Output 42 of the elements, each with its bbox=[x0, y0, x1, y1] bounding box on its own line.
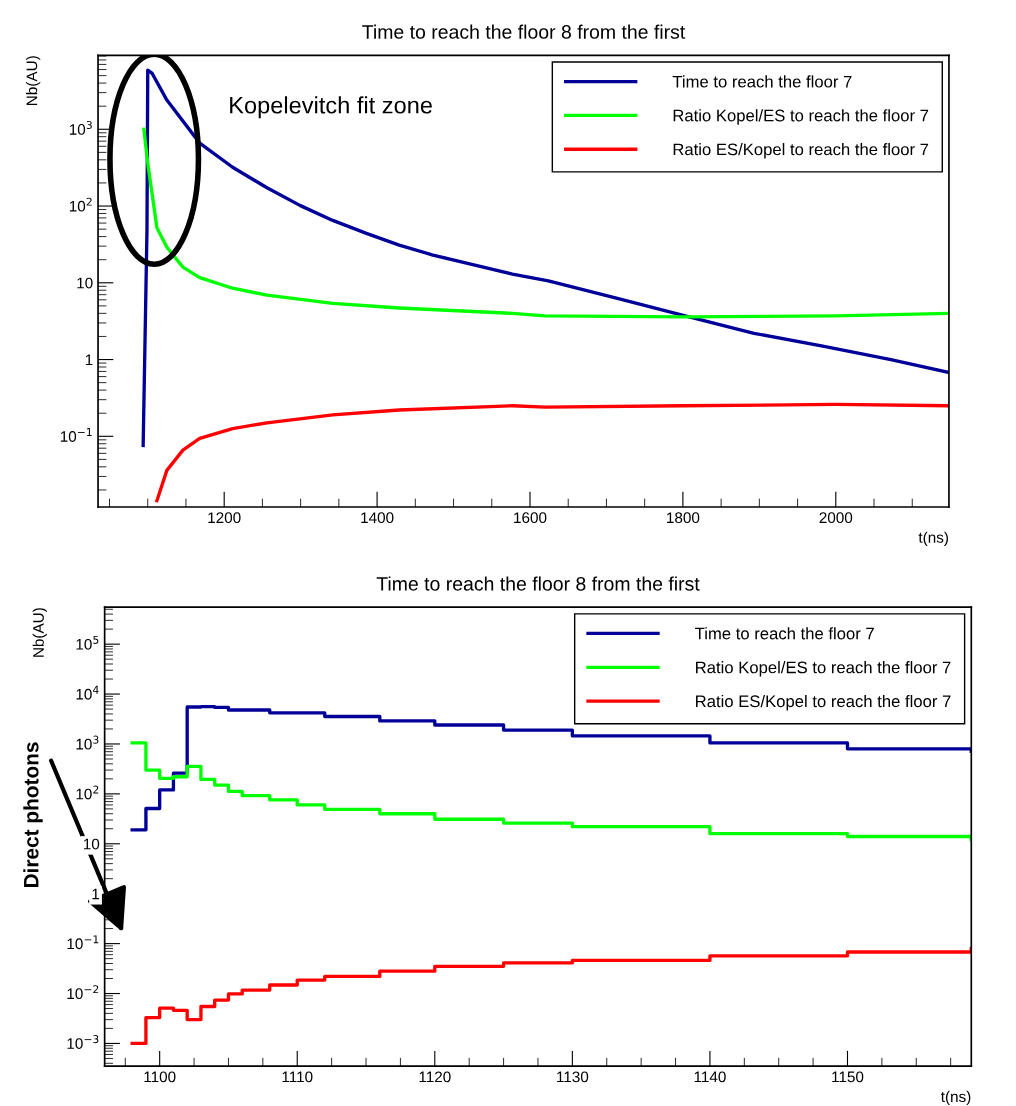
y-tick-label: 1 bbox=[92, 888, 100, 900]
y-axis-title: Nb(AU) bbox=[32, 608, 47, 657]
x-tick-label: 1800 bbox=[667, 512, 700, 524]
x-tick-label: 1120 bbox=[419, 1071, 451, 1083]
y-axis-title: Nb(AU) bbox=[26, 56, 41, 105]
line-series bbox=[141, 68, 949, 448]
y-tick-label: 10$^{−1}$ bbox=[60, 428, 92, 442]
line-series bbox=[155, 402, 949, 503]
y-tick-label: 10$^{−1}$ bbox=[67, 935, 99, 950]
chart-title: Time to reach the floor 8 from the first bbox=[362, 24, 686, 39]
y-tick-label: 1 bbox=[85, 354, 93, 366]
x-tick-label: 1100 bbox=[144, 1071, 176, 1083]
x-tick-label: 1110 bbox=[282, 1071, 313, 1083]
x-axis-title: t(ns) bbox=[918, 531, 948, 546]
x-tick-label: 1200 bbox=[208, 512, 241, 524]
x-tick-label: 1140 bbox=[694, 1071, 726, 1083]
legend-label: Ratio ES/Kopel to reach the floor 7 bbox=[696, 694, 951, 711]
y-tick-label: 10$^{−3}$ bbox=[67, 1035, 99, 1049]
legend-label: Ratio ES/Kopel to reach the floor 7 bbox=[673, 143, 929, 159]
annotation: Kopelevitch fit zone bbox=[230, 96, 432, 119]
x-tick-label: 1600 bbox=[514, 512, 547, 524]
chart-title: Time to reach the floor 8 from the first bbox=[376, 576, 700, 591]
text: Direct photons bbox=[23, 742, 43, 888]
legend-label: Ratio Kopel/ES to reach the floor 7 bbox=[673, 109, 929, 125]
x-tick-label: 1150 bbox=[832, 1071, 864, 1083]
legend-label: Time to reach the floor 7 bbox=[695, 627, 874, 640]
x-tick-label: 2000 bbox=[819, 512, 853, 524]
y-tick-label: 10$^{3}$ bbox=[76, 735, 99, 750]
x-tick-label: 1400 bbox=[361, 512, 394, 524]
y-tick-label: 10 bbox=[83, 838, 100, 850]
legend-label: Ratio Kopel/ES to reach the floor 7 bbox=[696, 661, 951, 677]
y-tick-label: 10 bbox=[77, 277, 93, 289]
legend-label: Time to reach the floor 7 bbox=[672, 75, 852, 88]
y-tick-label: 10$^{5}$ bbox=[76, 635, 99, 650]
x-axis-title: t(ns) bbox=[940, 1090, 971, 1106]
y-tick-label: 10$^{4}$ bbox=[76, 685, 99, 700]
y-tick-label: 10$^{2}$ bbox=[76, 785, 99, 800]
x-tick-label: 1130 bbox=[557, 1071, 589, 1083]
y-tick-label: 10$^{−2}$ bbox=[67, 985, 99, 1000]
y-tick-label: 10$^{3}$ bbox=[69, 120, 92, 135]
line-series bbox=[142, 127, 949, 319]
y-tick-label: 10$^{2}$ bbox=[69, 197, 92, 212]
